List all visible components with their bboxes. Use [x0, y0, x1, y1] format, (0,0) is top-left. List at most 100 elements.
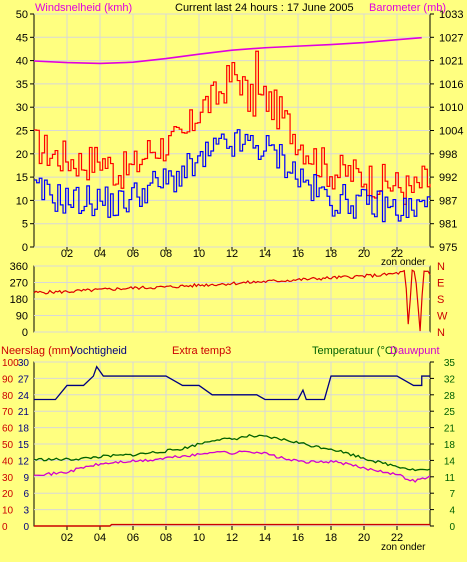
extra-temp-tick-label: 18 — [18, 424, 30, 435]
series-temperature — [33, 434, 431, 472]
wind-tick-label: 40 — [16, 56, 28, 68]
extra-temp-tick-label: 12 — [18, 456, 30, 467]
rain-tick-label: 60 — [2, 424, 14, 435]
extra-temp-tick-label: 9 — [23, 473, 29, 484]
direction-tick-label: 270 — [10, 278, 28, 290]
rain-tick-label: 20 — [2, 489, 14, 500]
extra-temp-tick-label: 21 — [18, 407, 30, 418]
wind-tick-label: 20 — [16, 149, 28, 161]
hour-tick-label: 20 — [358, 248, 370, 260]
rain-tick-label: 80 — [2, 391, 14, 402]
hour-tick-label: 10 — [193, 532, 205, 544]
hour-tick-label: 04 — [94, 248, 106, 260]
rain-tick-label: 50 — [2, 440, 14, 451]
direction-tick-label: 180 — [10, 294, 28, 306]
temperature-tick-label: 28 — [444, 391, 456, 402]
barometer-tick-label: 1004 — [439, 126, 463, 138]
hour-tick-label: 10 — [193, 248, 205, 260]
wind-tick-label: 30 — [16, 102, 28, 114]
temperature-tick-label: 4 — [449, 506, 455, 517]
wind-tick-label: 50 — [16, 9, 28, 21]
wind-tick-label: 15 — [16, 172, 28, 184]
extra-temp-tick-label: 24 — [18, 391, 30, 402]
hour-tick-label: 02 — [61, 532, 73, 544]
extra-temp-tick-label: 30 — [18, 358, 30, 369]
barometer-tick-label: 1027 — [439, 32, 463, 44]
hour-tick-label: 18 — [325, 532, 337, 544]
compass-letter: S — [437, 294, 444, 306]
temperature-tick-label: 21 — [444, 424, 456, 435]
barometer-tick-label: 1021 — [439, 56, 463, 68]
extra-temp-tick-label: 15 — [18, 440, 30, 451]
barometer-tick-label: 1010 — [439, 102, 463, 114]
hour-tick-label: 18 — [325, 248, 337, 260]
rain-axis-label: Neerslag (mm) — [1, 345, 74, 357]
rain-tick-label: 0 — [2, 522, 8, 533]
direction-tick-label: 90 — [16, 311, 28, 323]
barometer-tick-label: 975 — [439, 242, 457, 254]
hour-tick-label: 14 — [259, 532, 271, 544]
barometer-axis-label: Barometer (mb) — [369, 2, 446, 14]
barometer-tick-label: 1016 — [439, 79, 463, 91]
hour-tick-label: 12 — [226, 532, 238, 544]
series-wind-average — [34, 129, 431, 223]
rain-tick-label: 100 — [2, 358, 19, 369]
extra-temp-tick-label: 27 — [18, 374, 30, 385]
hour-tick-label: 08 — [160, 248, 172, 260]
hour-tick-label: 20 — [358, 532, 370, 544]
compass-letter: N — [437, 327, 445, 339]
series-rain — [34, 523, 430, 527]
compass-letter: E — [437, 278, 444, 290]
barometer-tick-label: 981 — [439, 219, 457, 231]
rain-tick-label: 40 — [2, 456, 14, 467]
hour-tick-label: 02 — [61, 248, 73, 260]
sunset-label-top: zon onder — [381, 257, 426, 268]
temperature-tick-label: 7 — [449, 489, 455, 500]
hour-tick-label: 06 — [127, 532, 139, 544]
hour-tick-label: 14 — [259, 248, 271, 260]
temperature-tick-label: 0 — [449, 522, 455, 533]
dewpoint-axis-label: Dauwpunt — [390, 345, 440, 357]
temperature-tick-label: 25 — [444, 407, 456, 418]
wind-direction-panel: 0 N 90 W 180 S 270 E 360 N — [10, 261, 448, 339]
temperature-tick-label: 35 — [444, 358, 456, 369]
extra-temp-axis-label: Extra temp3 — [172, 345, 231, 357]
extra-temp-tick-label: 3 — [23, 506, 29, 517]
hour-tick-label: 12 — [226, 248, 238, 260]
wind-axis-label: Windsnelheid (kmh) — [35, 2, 132, 14]
compass-letter: N — [437, 261, 445, 273]
temperature-axis-label: Temperatuur (°C) — [312, 345, 396, 357]
barometer-tick-label: 992 — [439, 172, 457, 184]
barometer-tick-label: 1033 — [439, 9, 463, 21]
barometer-tick-label: 987 — [439, 195, 457, 207]
series-dewpoint — [33, 450, 431, 483]
direction-tick-label: 360 — [10, 261, 28, 273]
wind-tick-label: 10 — [16, 195, 28, 207]
series-wind-direction — [33, 269, 431, 332]
series-humidity — [34, 365, 430, 401]
wind-tick-label: 5 — [22, 219, 28, 231]
temperature-tick-label: 14 — [444, 456, 456, 467]
hour-tick-label: 08 — [160, 532, 172, 544]
hour-tick-label: 16 — [292, 532, 304, 544]
wind-tick-label: 45 — [16, 32, 28, 44]
rain-tick-label: 90 — [2, 374, 14, 385]
temperature-tick-label: 18 — [444, 440, 456, 451]
hour-tick-label: 22 — [391, 532, 403, 544]
barometer-tick-label: 998 — [439, 149, 457, 161]
extra-temp-tick-label: 0 — [23, 522, 29, 533]
hour-tick-label: 16 — [292, 248, 304, 260]
sunset-label-bottom: zon onder — [381, 542, 426, 553]
wind-tick-label: 25 — [16, 126, 28, 138]
hour-tick-label: 06 — [127, 248, 139, 260]
compass-letter: W — [437, 311, 448, 323]
hour-tick-label: 22 — [391, 248, 403, 260]
rain-tick-label: 70 — [2, 407, 14, 418]
rain-tick-label: 10 — [2, 506, 14, 517]
chart-title: Current last 24 hours : 17 June 2005 — [175, 2, 354, 14]
wind-tick-label: 35 — [16, 79, 28, 91]
